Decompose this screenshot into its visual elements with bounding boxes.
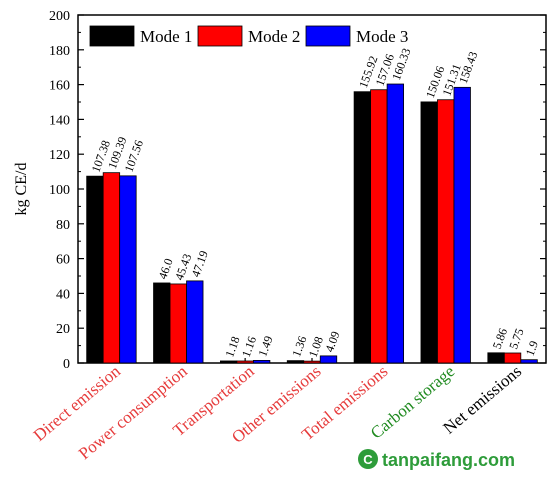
watermark: C tanpaifang.com [358, 449, 515, 470]
watermark-logo-icon [358, 449, 378, 469]
bar-mode-2 [102, 172, 121, 364]
y-tick-label: 200 [49, 9, 70, 24]
bar-mode-3 [520, 359, 538, 364]
bar-mode-2 [503, 352, 522, 364]
data-label: 5.75 [506, 326, 526, 351]
bar-mode-2 [370, 89, 388, 364]
legend-label: Mode 3 [356, 27, 408, 46]
legend-swatch-mode-3 [305, 25, 351, 47]
bar-mode-3 [119, 175, 137, 364]
y-tick-label: 140 [49, 113, 70, 128]
legend-label: Mode 1 [140, 27, 192, 46]
bar-mode-3 [386, 83, 405, 364]
bar-mode-1 [420, 101, 438, 364]
bar-mode-2 [169, 283, 187, 364]
legend-label: Mode 2 [248, 27, 300, 46]
y-tick-label: 160 [49, 79, 70, 94]
plot-frame [77, 14, 547, 364]
bar-mode-1 [487, 352, 505, 364]
bar-mode-1 [86, 175, 104, 364]
data-label: 1.9 [523, 339, 541, 358]
y-tick-label: 80 [56, 218, 70, 233]
bar-mode-3 [319, 355, 338, 364]
bars [86, 83, 538, 364]
data-label: 5.86 [490, 326, 510, 351]
y-tick-label: 0 [63, 357, 70, 372]
bar-mode-3 [186, 280, 204, 364]
legend-swatch-mode-1 [89, 25, 135, 47]
y-tick-label: 40 [56, 287, 70, 302]
bar-mode-1 [153, 282, 171, 364]
data-label: 1.36 [289, 334, 309, 359]
data-label: 1.08 [306, 335, 326, 360]
watermark-text: tanpaifang.com [382, 450, 515, 470]
bar-mode-1 [353, 91, 372, 364]
y-tick-label: 60 [56, 253, 70, 268]
bar-mode-2 [303, 360, 321, 364]
bar-mode-2 [236, 360, 254, 364]
x-category-label: Power consumption [75, 361, 191, 463]
legend-swatch-mode-2 [197, 25, 243, 47]
bar-mode-2 [437, 99, 455, 364]
data-label: 1.18 [222, 334, 242, 359]
y-tick-label: 100 [49, 183, 70, 198]
bar-mode-3 [252, 360, 271, 364]
bar-mode-3 [453, 86, 471, 364]
y-tick-label: 180 [49, 44, 70, 59]
data-label: 47.19 [188, 249, 210, 279]
watermark-logo-glyph: C [363, 452, 373, 467]
data-label: 1.49 [255, 334, 275, 359]
y-tick-label: 20 [56, 322, 70, 337]
legend: Mode 1 Mode 2 Mode 3 [89, 25, 408, 47]
y-axis-title: kg CE/d [13, 163, 30, 216]
data-label: 1.16 [239, 334, 259, 359]
bar-mode-1 [219, 360, 238, 364]
data-label: 46.0 [155, 256, 175, 281]
y-tick-label: 120 [49, 148, 70, 163]
bar-mode-1 [286, 360, 305, 364]
data-label: 4.09 [322, 329, 342, 354]
